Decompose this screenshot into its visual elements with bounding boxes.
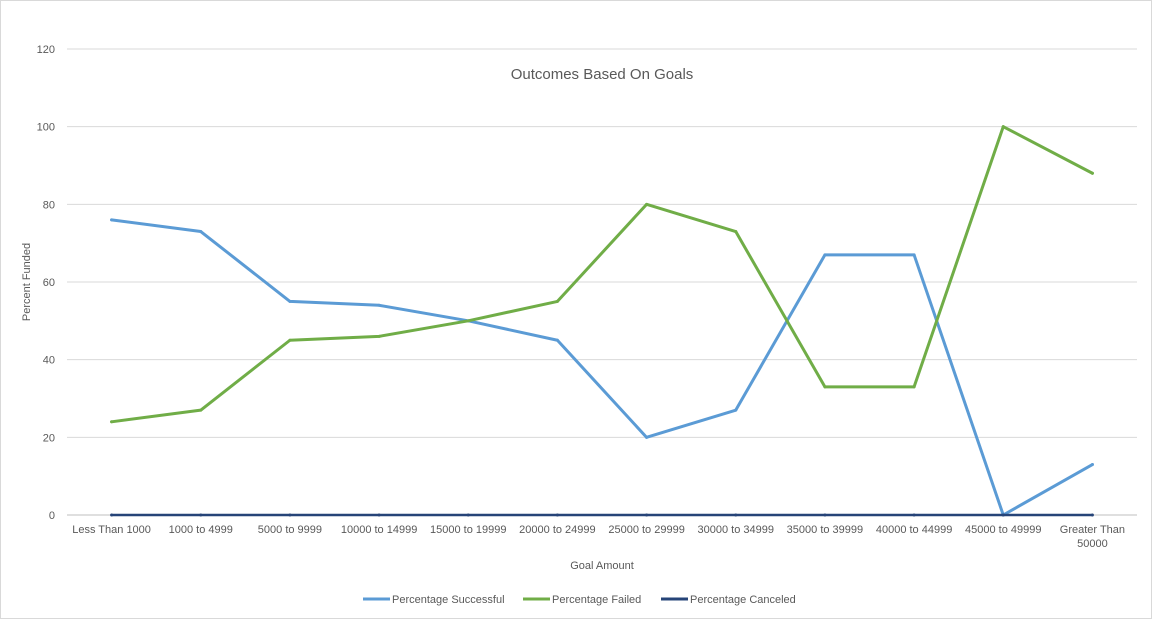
data-point-percentage-successful xyxy=(734,408,738,412)
legend-item-percentage-canceled[interactable]: Percentage Canceled xyxy=(661,594,796,606)
data-point-percentage-canceled xyxy=(645,513,649,517)
gridlines xyxy=(67,48,1137,516)
x-tick-label: Greater Than 50000 xyxy=(1060,524,1125,550)
data-point-percentage-failed xyxy=(823,385,827,389)
data-point-percentage-canceled xyxy=(288,513,292,517)
data-point-percentage-canceled xyxy=(912,513,916,517)
data-point-percentage-successful xyxy=(912,253,916,257)
y-tick-label: 40 xyxy=(43,355,55,367)
data-point-percentage-successful xyxy=(555,338,559,342)
data-point-percentage-failed xyxy=(110,420,114,424)
data-point-percentage-failed xyxy=(912,385,916,389)
data-point-percentage-successful xyxy=(823,253,827,257)
x-tick-label: 40000 to 44999 xyxy=(876,524,952,536)
x-tick-label: 30000 to 34999 xyxy=(698,524,774,536)
data-point-percentage-failed xyxy=(1001,125,1005,129)
x-tick-label: Less Than 1000 xyxy=(72,524,151,536)
x-tick-label: 1000 to 4999 xyxy=(169,524,233,536)
series-line-percentage-successful xyxy=(110,218,1094,517)
data-point-percentage-failed xyxy=(466,319,470,323)
data-point-percentage-failed xyxy=(645,202,649,206)
data-point-percentage-failed xyxy=(377,334,381,338)
data-point-percentage-failed xyxy=(288,338,292,342)
data-point-percentage-successful xyxy=(110,218,114,222)
series-percentage-successful xyxy=(110,218,1094,517)
data-point-percentage-failed xyxy=(734,230,738,234)
y-tick-label: 80 xyxy=(43,199,55,211)
y-tick-label: 120 xyxy=(37,44,55,56)
data-point-percentage-failed xyxy=(555,299,559,303)
data-point-percentage-canceled xyxy=(555,513,559,517)
data-point-percentage-canceled xyxy=(110,513,114,517)
legend-label: Percentage Successful xyxy=(392,594,505,606)
y-tick-label: 20 xyxy=(43,432,55,444)
series-line-percentage-failed xyxy=(110,125,1094,424)
series-lines xyxy=(110,125,1094,517)
data-point-percentage-successful xyxy=(288,299,292,303)
y-tick-label: 60 xyxy=(43,277,55,289)
x-tick-label: 25000 to 29999 xyxy=(608,524,684,536)
y-tick-label: 0 xyxy=(49,510,55,522)
y-axis-title: Percent Funded xyxy=(21,243,33,321)
x-tick-label: 20000 to 24999 xyxy=(519,524,595,536)
x-tick-label: 15000 to 19999 xyxy=(430,524,506,536)
series-percentage-failed xyxy=(110,125,1094,424)
legend-label: Percentage Canceled xyxy=(690,594,796,606)
y-axis-ticks: 0 20 40 60 80 100 120 xyxy=(37,44,55,522)
data-point-percentage-successful xyxy=(1090,463,1094,467)
data-point-percentage-canceled xyxy=(1090,513,1094,517)
data-point-percentage-canceled xyxy=(823,513,827,517)
data-point-percentage-canceled xyxy=(466,513,470,517)
legend-label: Percentage Failed xyxy=(552,594,641,606)
x-tick-label: 35000 to 39999 xyxy=(787,524,863,536)
chart-title: Outcomes Based On Goals xyxy=(511,66,694,83)
legend[interactable]: Percentage Successful Percentage Failed Pe… xyxy=(363,594,796,606)
x-axis-ticks: Less Than 1000 1000 to 4999 5000 to 9999 10… xyxy=(72,524,1125,550)
data-point-percentage-canceled xyxy=(377,513,381,517)
series-percentage-canceled xyxy=(110,513,1094,517)
data-point-percentage-canceled xyxy=(199,513,203,517)
x-tick-label: 10000 to 14999 xyxy=(341,524,417,536)
x-tick-label: 45000 to 49999 xyxy=(965,524,1041,536)
data-point-percentage-failed xyxy=(1090,171,1094,175)
x-tick-label: 5000 to 9999 xyxy=(258,524,322,536)
data-point-percentage-canceled xyxy=(734,513,738,517)
data-point-percentage-successful xyxy=(645,435,649,439)
legend-item-percentage-successful[interactable]: Percentage Successful xyxy=(363,594,505,606)
legend-item-percentage-failed[interactable]: Percentage Failed xyxy=(523,594,641,606)
data-point-percentage-failed xyxy=(199,408,203,412)
data-point-percentage-successful xyxy=(377,303,381,307)
data-point-percentage-successful xyxy=(199,230,203,234)
x-axis-title: Goal Amount xyxy=(570,560,634,572)
y-tick-label: 100 xyxy=(37,122,55,134)
data-point-percentage-canceled xyxy=(1001,513,1005,517)
